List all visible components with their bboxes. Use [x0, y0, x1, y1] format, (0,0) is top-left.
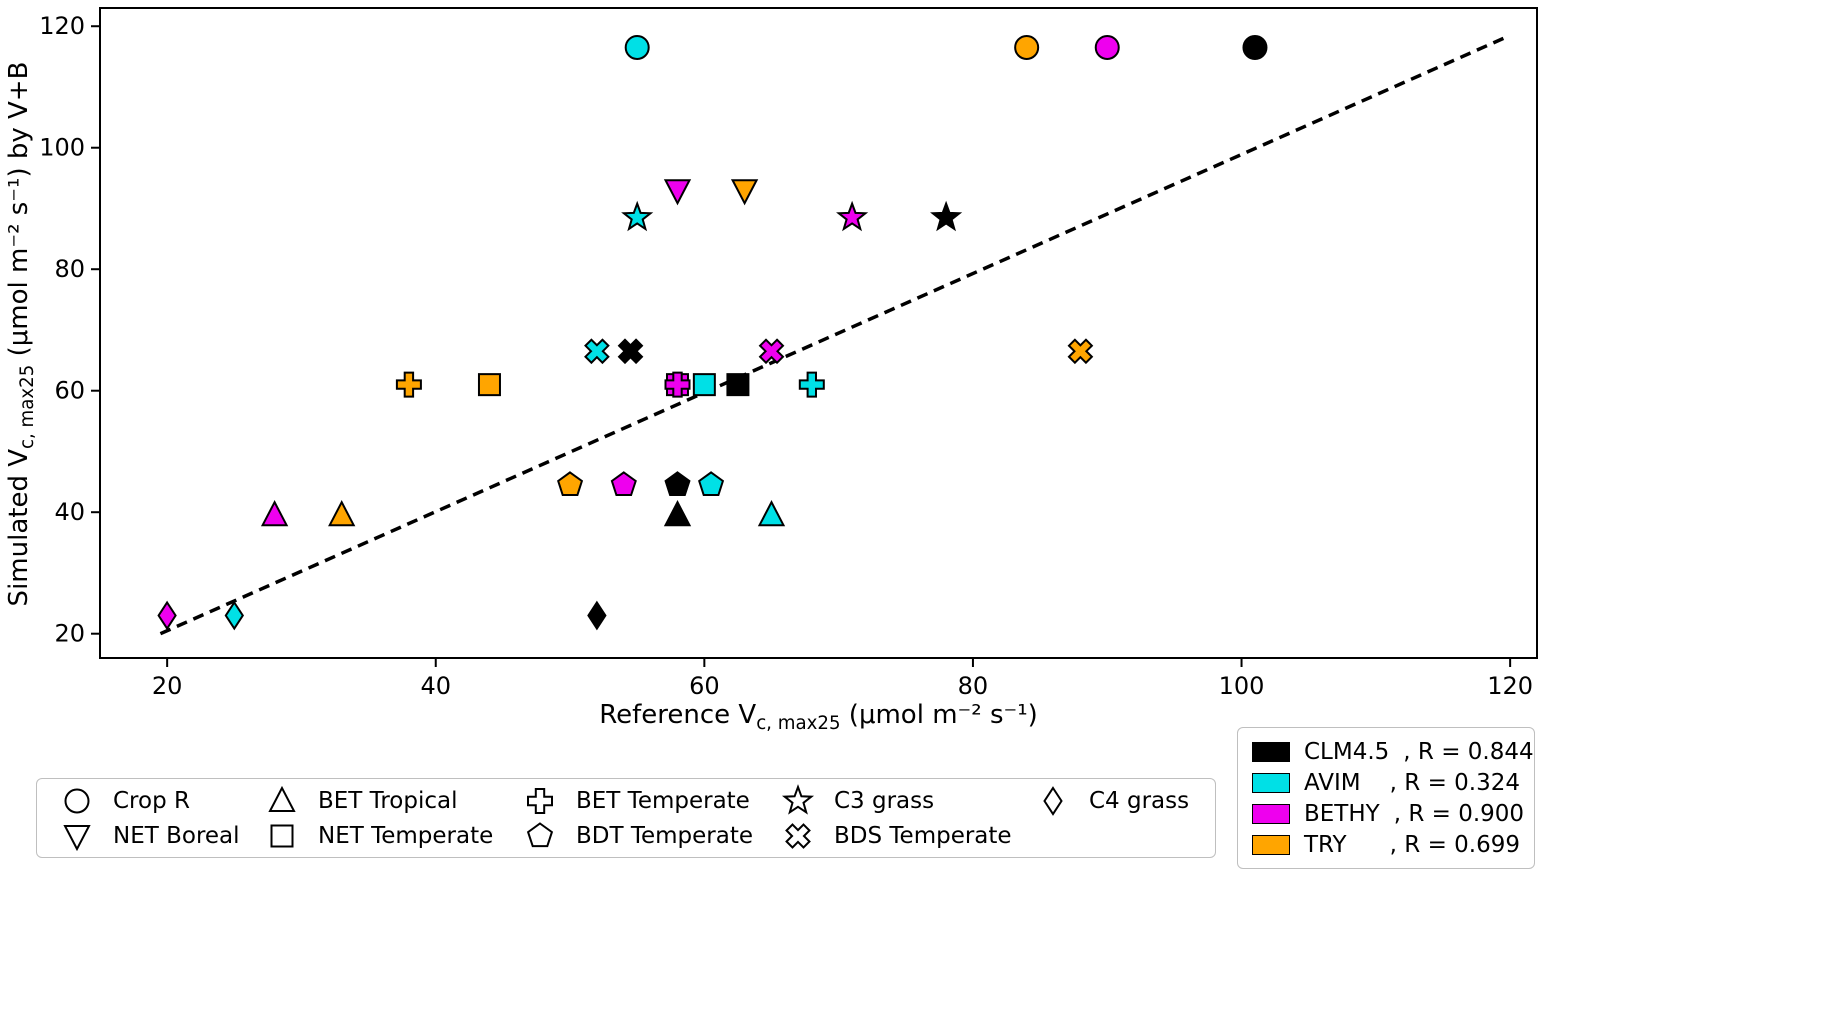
plus-marker-icon — [527, 787, 553, 814]
point-net-temperate-clm4-5 — [726, 373, 750, 397]
point-crop-r-avim — [624, 34, 650, 60]
triangle-down-marker-icon — [63, 824, 91, 851]
x-axis-label-main: Reference V — [599, 700, 757, 730]
point-net-temperate-avim — [692, 373, 716, 397]
y-tick-label: 20 — [54, 620, 85, 648]
point-bet-tropical-try — [328, 500, 356, 527]
legend-item-label: Crop R — [113, 787, 190, 814]
point-bds-temperate-try — [1067, 338, 1094, 365]
legend-item-label: C3 grass — [834, 787, 935, 814]
x-tick-label: 120 — [1487, 672, 1533, 700]
point-bds-temperate-bethy — [758, 338, 785, 365]
pft-marker-legend: Crop R NET Boreal BET Tropical NET Temperat… — [36, 778, 1216, 858]
y-tick-label: 40 — [54, 498, 85, 526]
point-bet-tropical-clm4-5 — [663, 500, 692, 527]
dataset-legend-row-try: TRY , R = 0.699 — [1252, 832, 1520, 858]
legend-item-c4-grass: C4 grass — [1033, 784, 1195, 818]
square-marker-icon — [270, 824, 294, 847]
point-bdt-temperate-clm4-5 — [664, 471, 691, 496]
legend-item-label: BET Tropical — [318, 787, 458, 814]
point-bdt-temperate-bethy — [610, 471, 637, 496]
circle-marker-icon — [64, 788, 90, 813]
dataset-name: AVIM — [1304, 769, 1361, 796]
dataset-legend-row-bethy: BETHY , R = 0.900 — [1252, 800, 1524, 827]
legend-item-bds-temperate: BDS Temperate — [778, 819, 1033, 853]
y-axis-label-main: Simulated V — [4, 449, 34, 607]
x-tick-label: 80 — [958, 672, 989, 700]
dataset-legend-row-avim: AVIM , R = 0.324 — [1252, 770, 1520, 796]
point-c3-grass-clm4-5 — [930, 200, 963, 232]
point-bdt-temperate-avim — [698, 471, 725, 496]
dataset-legend: CLM4.5 , R = 0.844 AVIM , R = 0.324 BETHY , R… — [1237, 727, 1535, 869]
point-net-boreal-try — [730, 179, 759, 206]
point-bet-temperate-avim — [798, 371, 825, 398]
point-c4-grass-avim — [224, 600, 244, 631]
legend-item-label: C4 grass — [1089, 787, 1190, 814]
point-bdt-temperate-try — [557, 471, 584, 496]
legend-item-c3-grass: C3 grass — [778, 783, 1033, 818]
dataset-r-value: , R = 0.844 — [1403, 738, 1534, 765]
x-axis-label: Reference Vc, max25 (μmol m⁻² s⁻¹) — [100, 700, 1537, 734]
legend-item-bet-temperate: BET Temperate — [520, 784, 778, 818]
legend-item-label: BDT Temperate — [576, 822, 754, 849]
color-swatch-avim — [1252, 772, 1290, 793]
color-swatch-bethy — [1252, 803, 1290, 824]
x-axis-label-sub: c, max25 — [756, 713, 841, 735]
y-tick-label: 80 — [54, 255, 85, 283]
x-tick-label: 40 — [420, 672, 451, 700]
legend-item-label: NET Boreal — [113, 822, 240, 849]
point-bet-temperate-bethy — [664, 371, 691, 398]
legend-item-bdt-temperate: BDT Temperate — [520, 819, 778, 853]
point-c3-grass-bethy — [836, 200, 869, 232]
point-bds-temperate-avim — [584, 338, 610, 365]
point-c4-grass-bethy — [157, 600, 177, 631]
legend-item-label: BDS Temperate — [834, 822, 1012, 849]
x-marker-icon — [785, 822, 811, 849]
y-tick-label: 120 — [39, 12, 85, 40]
point-crop-r-try — [1014, 34, 1040, 60]
point-c3-grass-avim — [621, 200, 654, 232]
triangle-up-marker-icon — [268, 785, 296, 812]
legend-item-net-boreal: NET Boreal — [57, 819, 262, 853]
axes-box — [99, 7, 1538, 659]
dataset-r-value: , R = 0.699 — [1389, 831, 1520, 858]
dataset-name: BETHY — [1304, 800, 1380, 827]
point-bet-tropical-avim — [757, 500, 786, 527]
x-tick-label: 100 — [1219, 672, 1265, 700]
x-tick-label: 20 — [152, 672, 183, 700]
y-axis-label: Simulated Vc, max25 (μmol m⁻² s⁻¹) by V+… — [4, 8, 38, 660]
identity-line — [159, 36, 1505, 636]
dataset-r-value: , R = 0.324 — [1389, 769, 1520, 796]
dataset-legend-row-clm4-5: CLM4.5 , R = 0.844 — [1252, 738, 1534, 765]
diamond-marker-icon — [1043, 785, 1063, 816]
point-bds-temperate-clm4-5 — [617, 338, 644, 365]
y-axis-label-sub: c, max25 — [17, 364, 39, 449]
point-bet-tropical-bethy — [260, 500, 289, 527]
legend-item-label: NET Temperate — [318, 822, 494, 849]
legend-item-net-temperate: NET Temperate — [262, 819, 520, 853]
color-swatch-clm4-5 — [1252, 741, 1290, 762]
y-tick-label: 100 — [39, 134, 85, 162]
legend-item-label: BET Temperate — [576, 787, 750, 814]
dataset-r-value: , R = 0.900 — [1393, 800, 1525, 827]
y-tick-label: 60 — [54, 377, 85, 405]
star-marker-icon — [781, 783, 815, 815]
point-crop-r-bethy — [1094, 34, 1120, 60]
point-c4-grass-clm4-5 — [587, 600, 607, 631]
pentagon-marker-icon — [526, 821, 554, 847]
dataset-name: CLM4.5 — [1304, 738, 1390, 765]
color-swatch-try — [1252, 834, 1290, 855]
x-axis-label-units: (μmol m⁻² s⁻¹) — [840, 700, 1038, 730]
legend-item-bet-tropical: BET Tropical — [262, 784, 520, 818]
legend-item-crop-r: Crop R — [57, 784, 262, 818]
point-crop-r-clm4-5 — [1242, 34, 1268, 60]
x-tick-label: 60 — [689, 672, 720, 700]
point-net-boreal-bethy — [663, 179, 692, 206]
dataset-name: TRY — [1304, 831, 1347, 858]
point-net-temperate-try — [477, 373, 501, 397]
point-bet-temperate-try — [395, 371, 422, 398]
y-axis-label-units: (μmol m⁻² s⁻¹) by V+B — [4, 61, 34, 365]
plot-area: 20 40 60 80 100 120 20 40 60 80 100 120 — [39, 7, 1538, 700]
